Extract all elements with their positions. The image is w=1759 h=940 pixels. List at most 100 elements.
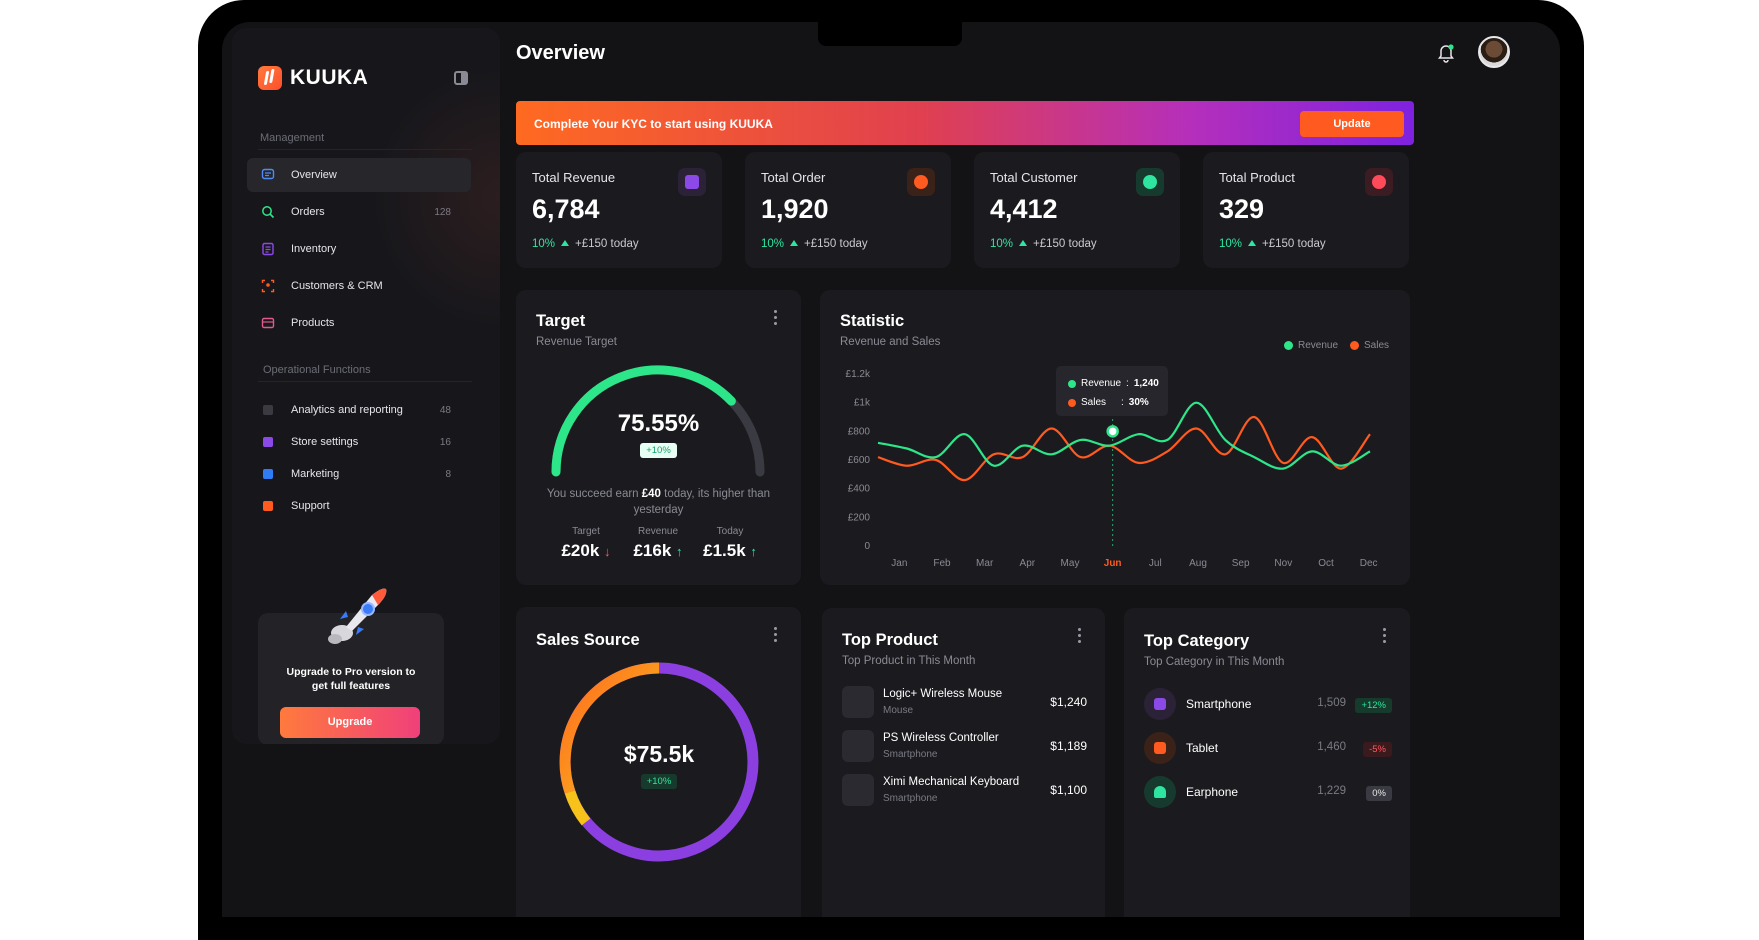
trend-up-icon bbox=[561, 240, 570, 246]
support-color-icon bbox=[263, 501, 273, 511]
donut-segment-yellow bbox=[564, 790, 591, 826]
list-item[interactable]: Smartphone 1,509 +12% bbox=[1144, 688, 1392, 722]
tooltip-revenue-row: Revenue:1,240 bbox=[1068, 378, 1159, 389]
tooltip-sales-dot bbox=[1068, 398, 1076, 407]
target-panel: Target Revenue Target 75.55% +10% You su… bbox=[516, 290, 801, 585]
stat-meta: 10% +£150 today bbox=[1219, 238, 1326, 250]
list-item[interactable]: Tablet 1,460 -5% bbox=[1144, 732, 1392, 766]
tooltip-sales-value: 30% bbox=[1128, 397, 1149, 408]
sidebar-item-label: Overview bbox=[291, 169, 337, 181]
sidebar-item-store-settings[interactable]: Store settings 16 bbox=[247, 425, 471, 459]
section-divider bbox=[258, 149, 472, 150]
section-divider bbox=[258, 381, 472, 382]
list-item[interactable]: Earphone 1,229 0% bbox=[1144, 776, 1392, 810]
category-value: 1,509 bbox=[1317, 697, 1346, 709]
target-stat-label: Revenue bbox=[637, 526, 679, 537]
list-item[interactable]: Logic+ Wireless Mouse Mouse $1,240 bbox=[842, 686, 1087, 726]
target-stat-value: £1.5k bbox=[703, 541, 746, 560]
arrow-up-icon: ↑ bbox=[750, 544, 757, 559]
brand-logo[interactable]: KUUKA bbox=[258, 66, 368, 90]
target-stat-value-row: £16k ↑ bbox=[618, 541, 698, 561]
kyc-update-button[interactable]: Update bbox=[1300, 111, 1404, 137]
tooltip-sep: : bbox=[1126, 378, 1129, 389]
stat-card-total-order[interactable]: Total Order 1,920 10% +£150 today bbox=[745, 152, 951, 268]
target-stat-today: Today £1.5k ↑ bbox=[690, 526, 770, 561]
orders-count: 128 bbox=[434, 206, 451, 218]
list-item[interactable]: PS Wireless Controller Smartphone $1,189 bbox=[842, 730, 1087, 770]
trend-up-icon bbox=[790, 240, 799, 246]
product-thumbnail bbox=[842, 774, 874, 806]
stat-card-total-product[interactable]: Total Product 329 10% +£150 today bbox=[1203, 152, 1409, 268]
sales-source-title: Sales Source bbox=[536, 631, 640, 649]
sidebar-item-orders[interactable]: Orders 128 bbox=[247, 195, 471, 229]
product-price: $1,240 bbox=[1050, 695, 1087, 709]
order-icon bbox=[907, 168, 935, 196]
sidebar-item-label: Analytics and reporting bbox=[291, 404, 403, 416]
product-name: Ximi Mechanical Keyboard bbox=[883, 776, 1020, 788]
sidebar-item-customers-crm[interactable]: Customers & CRM bbox=[247, 269, 471, 303]
x-tick-label: May bbox=[1061, 558, 1080, 569]
stat-title: Total Product bbox=[1219, 170, 1295, 185]
target-stat-value: £16k bbox=[633, 541, 672, 560]
more-options-icon[interactable] bbox=[774, 310, 778, 326]
store-settings-color-icon bbox=[263, 437, 273, 447]
target-stat-value-row: £1.5k ↑ bbox=[690, 541, 770, 561]
top-product-subtitle: Top Product in This Month bbox=[842, 655, 976, 667]
x-tick-label: Oct bbox=[1318, 558, 1334, 569]
category-badge-wrap: +12% bbox=[1355, 695, 1392, 713]
more-options-icon[interactable] bbox=[774, 627, 778, 643]
stat-delta: +£150 today bbox=[1033, 238, 1097, 250]
sidebar-item-analytics[interactable]: Analytics and reporting 48 bbox=[247, 393, 471, 427]
sales-source-value: $75.5k bbox=[623, 741, 695, 767]
sidebar-item-overview[interactable]: Overview bbox=[247, 158, 471, 192]
sidebar-item-marketing[interactable]: Marketing 8 bbox=[247, 457, 471, 491]
category-name: Smartphone bbox=[1186, 697, 1252, 711]
kyc-message: Complete Your KYC to start using KUUKA bbox=[534, 117, 773, 131]
sidebar-item-label: Support bbox=[291, 500, 330, 512]
app-screen: KUUKA Management Overview Orders 128 Inv… bbox=[222, 22, 1560, 917]
notification-bell-icon[interactable] bbox=[1437, 43, 1455, 63]
sales-badge-wrap: +10% bbox=[516, 771, 802, 789]
sidebar: KUUKA Management Overview Orders 128 Inv… bbox=[232, 28, 500, 744]
y-tick-label: £600 bbox=[848, 455, 871, 466]
x-tick-label: Mar bbox=[976, 558, 994, 569]
stat-card-total-revenue[interactable]: Total Revenue 6,784 10% +£150 today bbox=[516, 152, 722, 268]
sidebar-item-products[interactable]: Products bbox=[247, 306, 471, 340]
sidebar-item-label: Orders bbox=[291, 206, 325, 218]
target-stat-revenue: Revenue £16k ↑ bbox=[618, 526, 698, 561]
card-icon bbox=[261, 317, 275, 329]
headphones-icon bbox=[1144, 776, 1176, 808]
more-options-icon[interactable] bbox=[1383, 628, 1387, 644]
store-settings-count: 16 bbox=[439, 436, 451, 448]
tooltip-sales-label: Sales bbox=[1081, 397, 1107, 408]
legend-sales: Sales bbox=[1350, 340, 1389, 351]
user-avatar[interactable] bbox=[1478, 36, 1510, 68]
upgrade-button[interactable]: Upgrade bbox=[280, 707, 420, 738]
tablet-icon bbox=[1144, 732, 1176, 764]
sales-source-panel: Sales Source $75.5k +10% bbox=[516, 607, 801, 917]
stat-value: 4,412 bbox=[990, 194, 1058, 224]
sidebar-item-inventory[interactable]: Inventory bbox=[247, 232, 471, 266]
sidebar-item-label: Inventory bbox=[291, 243, 337, 255]
sidebar-collapse-icon[interactable] bbox=[454, 71, 468, 85]
list-item[interactable]: Ximi Mechanical Keyboard Smartphone $1,1… bbox=[842, 774, 1087, 814]
arrow-down-icon: ↓ bbox=[604, 544, 611, 559]
stat-card-total-customer[interactable]: Total Customer 4,412 10% +£150 today bbox=[974, 152, 1180, 268]
sidebar-item-support[interactable]: Support bbox=[247, 489, 471, 523]
category-name: Tablet bbox=[1186, 741, 1219, 755]
sales-legend-dot bbox=[1350, 341, 1359, 350]
legend-revenue: Revenue bbox=[1284, 340, 1338, 351]
analytics-count: 48 bbox=[439, 404, 451, 416]
document-icon bbox=[678, 168, 706, 196]
stat-title: Total Revenue bbox=[532, 170, 616, 185]
category-badge: +12% bbox=[1355, 698, 1392, 713]
top-product-panel: Top Product Top Product in This Month Lo… bbox=[822, 608, 1105, 917]
target-message-amount: £40 bbox=[641, 488, 661, 500]
more-options-icon[interactable] bbox=[1078, 628, 1082, 644]
x-tick-label: Jun bbox=[1104, 558, 1122, 569]
tooltip-point-marker[interactable] bbox=[1106, 425, 1119, 438]
statistic-line-chart[interactable]: 0 £200 £400 £600 £800 £1k £1.2k Jan Feb Mar Apr May… bbox=[820, 290, 1410, 585]
category-badge-wrap: -5% bbox=[1363, 739, 1392, 757]
product-thumbnail bbox=[842, 686, 874, 718]
target-percent: 75.55% bbox=[617, 410, 700, 437]
